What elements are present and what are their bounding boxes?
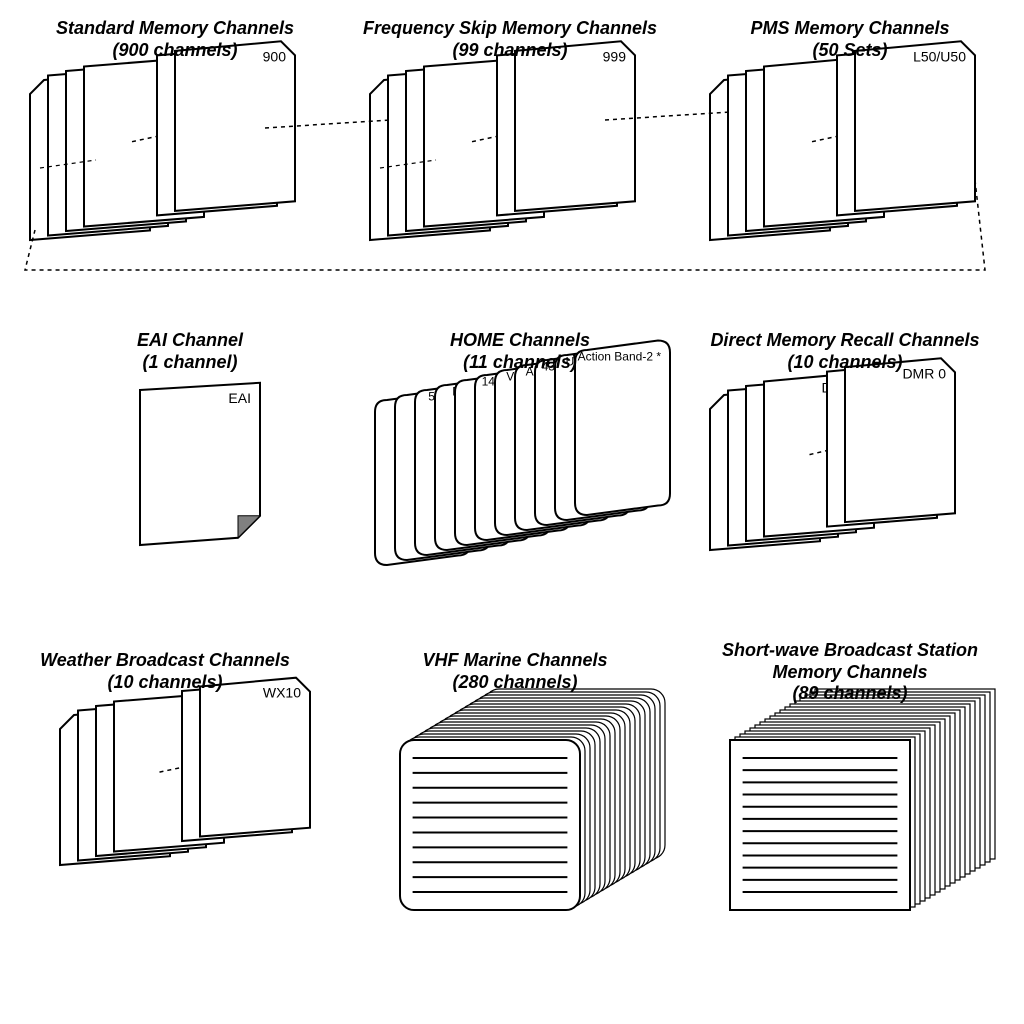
group-title-shortwave: Short-wave Broadcast Station Memory Chan… bbox=[700, 640, 1000, 705]
group-title-marine: VHF Marine Channels (280 channels) bbox=[395, 650, 635, 693]
group-title-pms: PMS Memory Channels (50 Sets) bbox=[730, 18, 970, 61]
svg-text:EAI: EAI bbox=[228, 390, 251, 406]
group-title-dmr: Direct Memory Recall Channels (10 channe… bbox=[695, 330, 995, 373]
group-title-standard: Standard Memory Channels (900 channels) bbox=[45, 18, 305, 61]
group-title-freq_skip: Frequency Skip Memory Channels (99 chann… bbox=[350, 18, 670, 61]
group-title-eai: EAI Channel (1 channel) bbox=[100, 330, 280, 373]
group-title-weather: Weather Broadcast Channels (10 channels) bbox=[20, 650, 310, 693]
group-title-home: HOME Channels (11 channels) bbox=[420, 330, 620, 373]
